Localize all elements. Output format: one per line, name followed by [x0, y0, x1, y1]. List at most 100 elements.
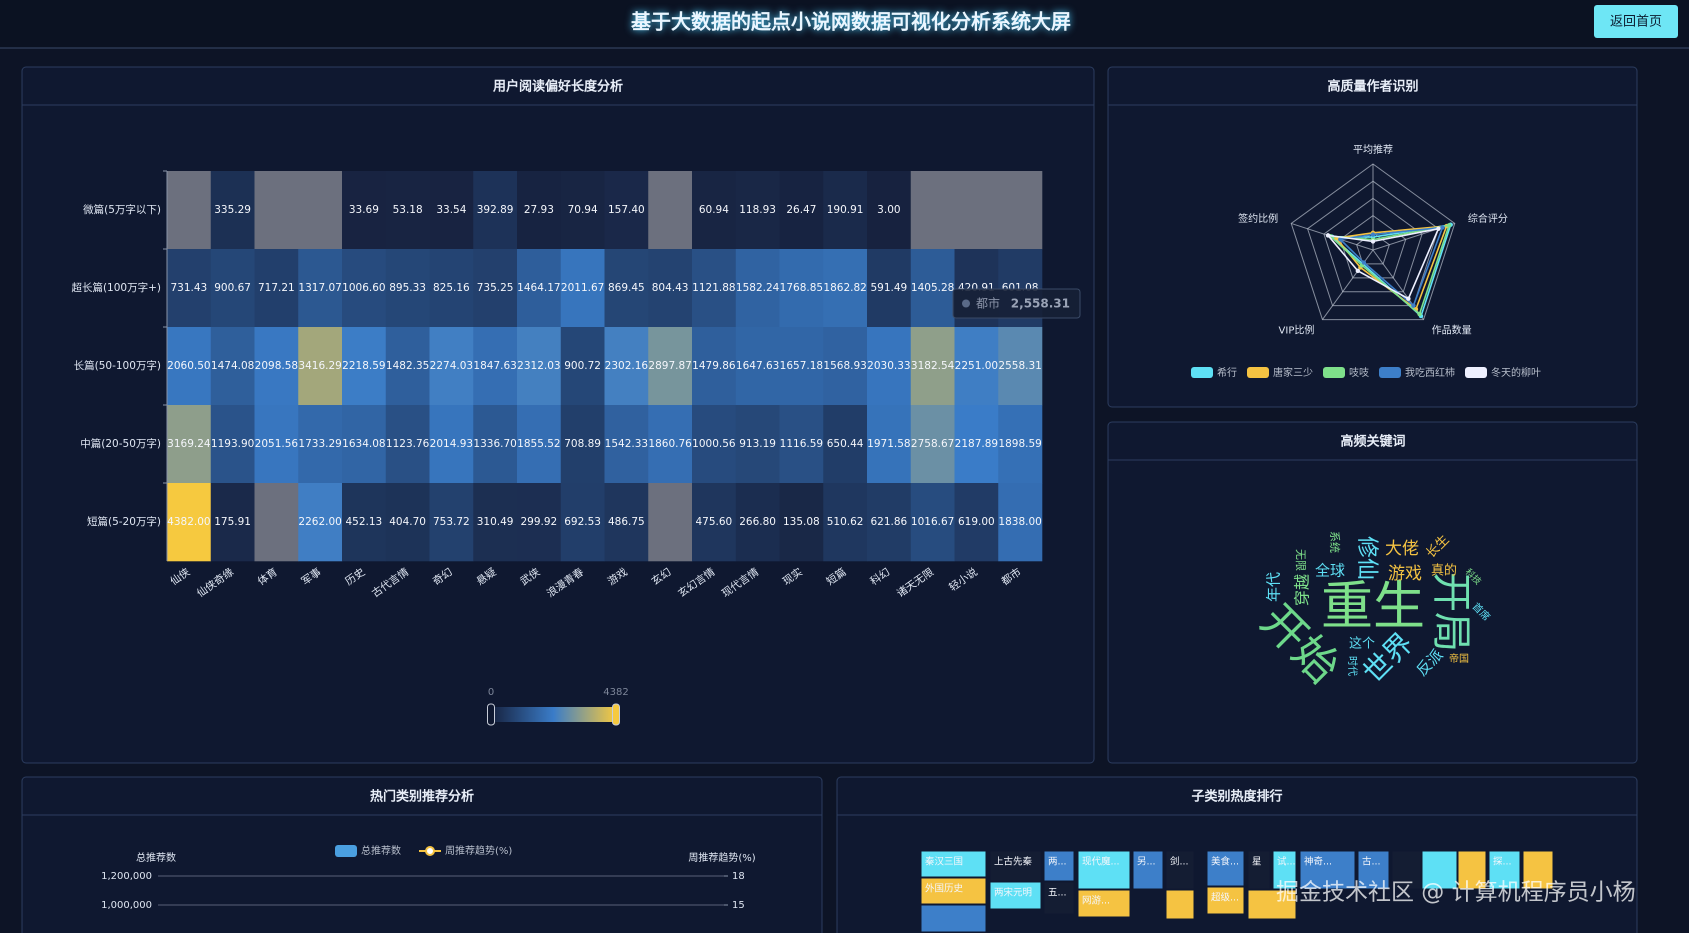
- heat-cell: [867, 327, 912, 406]
- heat-cell: [429, 171, 474, 250]
- y2-tick-label: 15: [732, 900, 745, 911]
- word: 穿越: [1293, 574, 1312, 606]
- tooltip-name: 都市: [976, 296, 1000, 311]
- visual-map-handle: [487, 703, 495, 726]
- cell-label: 299.92: [521, 516, 558, 528]
- treemap-node: [1165, 850, 1195, 890]
- heat-cell: [298, 405, 343, 484]
- heat-cell: [517, 249, 562, 328]
- heat-cell: [517, 405, 562, 484]
- heat-cell: [823, 171, 868, 250]
- y-axis-name: 总推荐数: [136, 851, 176, 864]
- cell-label: 1121.88: [692, 282, 735, 294]
- visual-map-bar: [491, 707, 616, 722]
- heat-cell: [692, 327, 737, 406]
- treemap-node: [1391, 850, 1422, 890]
- panel: [21, 776, 823, 933]
- cell-label: 1116.59: [780, 438, 823, 450]
- header-bar: [0, 0, 1689, 48]
- heat-cell: [560, 405, 605, 484]
- heat-cell: [429, 327, 474, 406]
- treemap-node: [1132, 850, 1164, 890]
- cell-label: 1971.58: [867, 438, 910, 450]
- y2-axis-name: 周推荐趋势(%): [688, 851, 755, 864]
- heat-cell: [560, 483, 605, 562]
- cell-label: 510.62: [827, 516, 864, 528]
- radar-point: [1417, 311, 1422, 317]
- cell-label: 1862.82: [823, 282, 866, 294]
- treemap-node: [1522, 850, 1554, 890]
- cell-label: 1474.08: [211, 360, 254, 372]
- heat-cell: [998, 327, 1043, 406]
- legend-label: 我吃西红柿: [1405, 366, 1455, 379]
- cell-label: 2274.03: [430, 360, 473, 372]
- treemap-node: [920, 877, 987, 905]
- cell-label: 2011.67: [561, 282, 604, 294]
- cell-label: 1336.70: [473, 438, 516, 450]
- heat-cell: [779, 171, 824, 250]
- word: 游戏: [1388, 564, 1422, 584]
- treemap-label: 秦汉三国: [925, 856, 963, 868]
- heat-cell: [429, 405, 474, 484]
- treemap-node: [1206, 850, 1245, 887]
- heat-cell: [473, 327, 518, 406]
- radar-indicator: VIP比例: [1279, 324, 1315, 337]
- cell-label: 310.49: [477, 516, 514, 528]
- heat-cell: [167, 249, 212, 328]
- y-tick-label: 1,200,000: [101, 871, 152, 882]
- treemap-node: [1357, 850, 1390, 890]
- heat-cell: [429, 249, 474, 328]
- heat-cell: [342, 405, 387, 484]
- cell-label: 1847.63: [473, 360, 516, 372]
- legend-label: 冬天的柳叶: [1491, 366, 1541, 379]
- heat-cell: [692, 483, 737, 562]
- cell-label: 1123.76: [386, 438, 430, 450]
- legend-label: 周推荐趋势(%): [445, 844, 512, 857]
- cell-label: 157.40: [608, 204, 645, 216]
- radar-point: [1338, 237, 1343, 242]
- cell-label: 27.93: [524, 204, 554, 216]
- cell-label: 900.72: [564, 360, 601, 372]
- treemap-label: 现代魔...: [1082, 856, 1120, 868]
- treemap-node: [1206, 886, 1245, 915]
- cell-label: 404.70: [389, 516, 426, 528]
- treemap-label: 外国历史: [925, 883, 964, 895]
- cell-label: 2897.87: [648, 360, 691, 372]
- heat-cell: [254, 405, 299, 484]
- cell-label: 1016.67: [911, 516, 954, 528]
- heat-cell: [823, 483, 868, 562]
- cell-label: 190.91: [827, 204, 864, 216]
- treemap-node: [1299, 850, 1356, 890]
- heat-cell: [298, 483, 343, 562]
- cell-label: 1768.85: [780, 282, 823, 294]
- cell-label: 825.16: [433, 282, 470, 294]
- cell-label: 913.19: [739, 438, 776, 450]
- heat-cell: [867, 483, 912, 562]
- cell-label: 1647.63: [736, 360, 779, 372]
- heat-cell: [473, 249, 518, 328]
- cell-label: 1000.56: [692, 438, 736, 450]
- word: 无限: [1294, 549, 1307, 571]
- radar-series: [1326, 227, 1440, 300]
- heat-cell: [867, 405, 912, 484]
- heat-cell: [604, 327, 649, 406]
- heat-cell: [385, 327, 430, 406]
- legend-swatch: [1323, 367, 1345, 378]
- cell-label: 1193.90: [211, 438, 254, 450]
- heat-cell: [167, 327, 212, 406]
- cell-label: 2030.33: [867, 360, 910, 372]
- heat-cell: [210, 327, 255, 406]
- heat-cell: [342, 171, 387, 250]
- cell-label: 135.08: [783, 516, 820, 528]
- home-button-label[interactable]: 返回首页: [1610, 15, 1662, 30]
- treemap-label: 五...: [1048, 888, 1067, 899]
- cell-label: 753.72: [433, 516, 470, 528]
- panel-title: 高频关键词: [1340, 434, 1405, 450]
- y-label: 中篇(20-50万字): [80, 437, 161, 450]
- treemap-node: [989, 850, 1042, 882]
- radar-point: [1446, 223, 1452, 228]
- cell-label: 619.00: [958, 516, 995, 528]
- cell-label: 118.93: [739, 204, 776, 216]
- cell-label: 1006.60: [342, 282, 385, 294]
- home-button[interactable]: [1594, 5, 1678, 38]
